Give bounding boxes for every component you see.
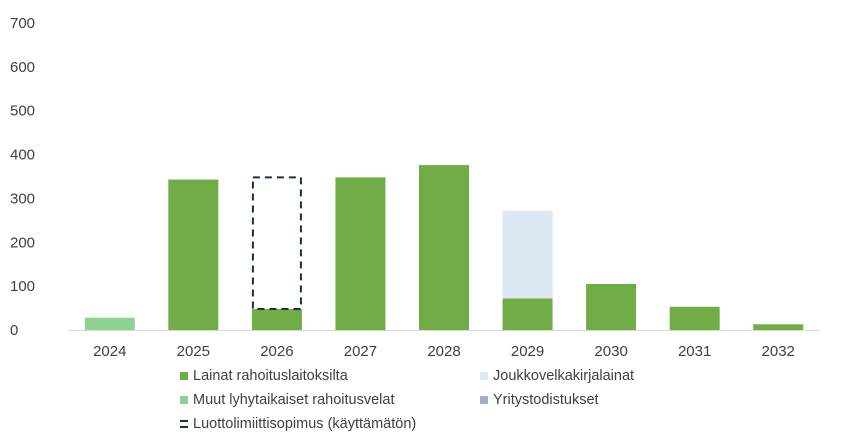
legend-item-muut-rahoitusvelat: Muut lyhytaikaiset rahoitusvelat — [180, 392, 395, 408]
x-tick-label: 2030 — [594, 343, 627, 360]
y-tick-label: 700 — [10, 15, 35, 32]
y-tick-label: 0 — [10, 322, 18, 339]
legend-label: Lainat rahoituslaitoksilta — [193, 368, 348, 384]
bar-segment — [84, 317, 135, 330]
legend-label: Joukkovelkakirjalainat — [493, 368, 635, 384]
x-tick-label: 2032 — [762, 343, 795, 360]
legend-item-luottolimiittisopimus: Luottolimiittisopimus (käyttämätön) — [180, 416, 416, 432]
x-axis-ticks: 2024 2025 2026 2027 2028 2029 2030 2031 2032 — [93, 343, 795, 360]
legend-swatch — [180, 372, 188, 380]
legend-label: Yritystodistukset — [493, 392, 599, 408]
legend-swatch-dashed — [180, 420, 188, 428]
x-tick-label: 2024 — [93, 343, 126, 360]
y-tick-label: 300 — [10, 190, 35, 207]
x-tick-label: 2025 — [177, 343, 210, 360]
y-tick-label: 600 — [10, 59, 35, 76]
legend-label: Muut lyhytaikaiset rahoitusvelat — [193, 392, 395, 408]
legend-swatch — [180, 396, 188, 404]
y-tick-label: 200 — [10, 234, 35, 251]
bar-credit-limit-outline — [251, 176, 302, 310]
bar-segment — [586, 283, 637, 330]
y-axis-ticks: 0 100 200 300 400 500 600 700 — [10, 15, 35, 339]
x-tick-label: 2027 — [344, 343, 377, 360]
x-tick-label: 2029 — [511, 343, 544, 360]
bars — [84, 165, 804, 330]
legend-label: Luottolimiittisopimus (käyttämätön) — [193, 416, 417, 432]
bar-segment — [502, 210, 553, 299]
legend: Lainat rahoituslaitoksilta Joukkovelkaki… — [180, 368, 700, 440]
bar-segment — [669, 306, 720, 330]
legend-item-lainat: Lainat rahoituslaitoksilta — [180, 368, 348, 384]
y-tick-label: 500 — [10, 103, 35, 120]
legend-item-yritystodistukset: Yritystodistukset — [480, 392, 599, 408]
bar-segment — [753, 324, 804, 330]
bar-segment — [419, 165, 469, 330]
bar-segment — [168, 179, 219, 330]
y-tick-label: 400 — [10, 147, 35, 164]
bar-segment — [251, 308, 302, 330]
legend-swatch — [480, 372, 488, 380]
x-tick-label: 2028 — [427, 343, 460, 360]
x-tick-label: 2031 — [678, 343, 711, 360]
legend-item-joukkovelkakirjalainat: Joukkovelkakirjalainat — [480, 368, 634, 384]
x-tick-label: 2026 — [260, 343, 293, 360]
legend-swatch — [480, 396, 488, 404]
y-tick-label: 100 — [10, 278, 35, 295]
bar-segment — [335, 177, 386, 330]
bar-segment — [502, 298, 553, 330]
